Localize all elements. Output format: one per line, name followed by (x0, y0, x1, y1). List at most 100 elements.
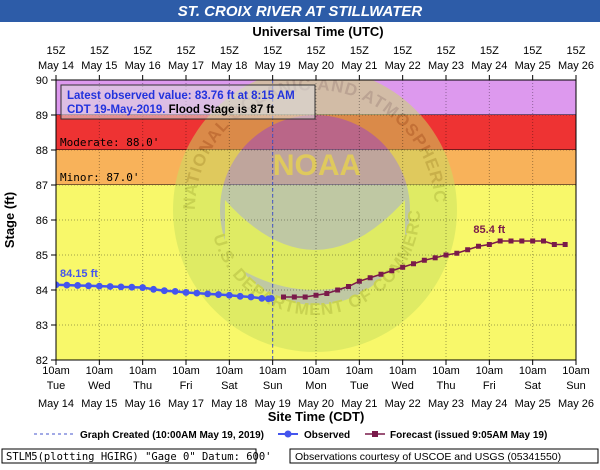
top-tick-date: May 18 (211, 60, 247, 72)
forecast-point (465, 247, 471, 253)
bottom-tick-day: Thu (437, 380, 456, 392)
forecast-point (411, 261, 416, 267)
forecast-point (356, 278, 362, 284)
series-layer (56, 238, 568, 303)
observed-point (95, 282, 103, 290)
observed-point (171, 288, 179, 295)
observed-point (139, 284, 147, 291)
bottom-tick-day: Fri (483, 380, 496, 392)
bottom-tick-day: Fri (180, 380, 193, 392)
bottom-tick-day: Tue (350, 380, 369, 392)
bottom-tick-time: 10am (389, 365, 417, 377)
observed-point (267, 295, 275, 302)
forecast-point (346, 284, 351, 289)
y-axis-title: Stage (ft) (2, 192, 17, 248)
forecast-point (443, 252, 449, 258)
bottom-tick-date: May 25 (515, 398, 551, 410)
observed-point (160, 287, 168, 295)
bottom-tick-date: May 14 (38, 398, 74, 410)
bottom-tick-day: Sat (524, 380, 541, 392)
y-tick-label: 87 (36, 180, 48, 192)
observed-point (225, 291, 233, 299)
bottom-tick-time: 10am (129, 365, 157, 377)
bottom-tick-date: May 18 (211, 398, 247, 410)
forecast-point (432, 255, 438, 261)
forecast-point (541, 238, 546, 244)
top-tick-time: 15Z (220, 45, 239, 57)
bottom-tick-date: May 20 (298, 398, 334, 410)
observed-point (247, 293, 255, 301)
y-tick-label: 84 (36, 285, 48, 297)
bottom-tick-time: 10am (259, 365, 287, 377)
legend-observed-label: Observed (304, 430, 350, 441)
bottom-tick-date: May 15 (81, 398, 117, 410)
bottom-tick-date: May 26 (558, 398, 594, 410)
top-tick-date: May 23 (428, 60, 464, 72)
annotation-forecast: 85.4 ft (473, 224, 505, 236)
bottom-axis-ticks: 10am Tue May 14 10am Wed May 15 10am Thu May 16 1… (38, 360, 594, 410)
top-tick-time: 15Z (393, 45, 412, 57)
footer-datum: STLM5(plotting HGIRG) "Gage 0" Datum: 60… (6, 451, 272, 463)
band-label-moderate: Moderate: 88.0' (60, 136, 159, 149)
forecast-point (302, 294, 308, 300)
data-annotations: 84.15 ft 85.4 ft (60, 224, 506, 280)
forecast-point (281, 294, 286, 300)
bottom-tick-date: May 21 (341, 398, 377, 410)
forecast-point (324, 291, 330, 296)
top-tick-time: 15Z (480, 45, 499, 57)
bottom-tick-time: 10am (302, 365, 330, 377)
forecast-point (421, 257, 427, 263)
forecast-point (367, 275, 373, 281)
top-axis-ticks: 15Z May 14 15Z May 15 15Z May 16 15Z May 17 15Z M… (38, 45, 594, 80)
forecast-point (551, 242, 557, 247)
top-tick-time: 15Z (567, 45, 586, 57)
top-tick-date: May 22 (385, 60, 421, 72)
y-axis-ticks: 82 83 84 85 86 87 88 89 90 (36, 75, 56, 367)
observed-point (258, 295, 266, 302)
bottom-tick-date: May 24 (471, 398, 507, 410)
footer-right-box (289, 448, 599, 464)
bottom-tick-time: 10am (86, 365, 114, 377)
bottom-tick-time: 10am (476, 365, 504, 377)
chart-title: ST. CROIX RIVER AT STILLWATER (178, 3, 423, 20)
forecast-point (400, 264, 406, 270)
top-tick-time: 15Z (90, 45, 109, 57)
latest-box-line1: Latest observed value: 83.76 ft at 8:15 … (67, 90, 295, 102)
top-tick-date: May 20 (298, 60, 334, 72)
bottom-tick-time: 10am (216, 365, 244, 377)
top-tick-date: May 21 (341, 60, 377, 72)
y-tick-label: 86 (36, 215, 48, 227)
watermark-wave (225, 200, 405, 290)
bottom-tick-time: 10am (432, 365, 460, 377)
band-label-minor: Minor: 87.0' (60, 171, 139, 184)
forecast-point (508, 238, 514, 244)
bottom-tick-day: Sun (263, 380, 283, 392)
watermark-center-text: NOAA (273, 149, 361, 182)
observed-point (85, 282, 92, 290)
bottom-tick-date: May 17 (168, 398, 204, 410)
observed-point (182, 289, 190, 296)
forecast-point (378, 271, 384, 277)
y-tick-label: 85 (36, 250, 48, 262)
forecast-point (497, 238, 503, 244)
bottom-tick-date: May 22 (385, 398, 421, 410)
bottom-tick-day: Sun (566, 380, 586, 392)
bottom-tick-day: Thu (133, 380, 152, 392)
observed-point (204, 290, 212, 298)
bottom-tick-time: 10am (562, 365, 590, 377)
forecast-point (291, 294, 297, 300)
forecast-point (476, 243, 481, 249)
top-tick-date: May 14 (38, 60, 74, 72)
forecast-point (486, 242, 492, 247)
observed-point (236, 292, 244, 300)
bottom-tick-time: 10am (172, 365, 200, 377)
latest-box-frame (60, 84, 316, 120)
top-tick-date: May 24 (471, 60, 507, 72)
observed-point (117, 283, 125, 291)
latest-observed-box: Latest observed value: 83.76 ft at 8:15 … (60, 84, 316, 120)
y-tick-label: 88 (36, 145, 48, 157)
observed-point (56, 281, 60, 289)
top-tick-time: 15Z (47, 45, 66, 57)
forecast-point (313, 292, 319, 298)
legend-created-label: Graph Created (10:00AM May 19, 2019) (80, 430, 264, 441)
